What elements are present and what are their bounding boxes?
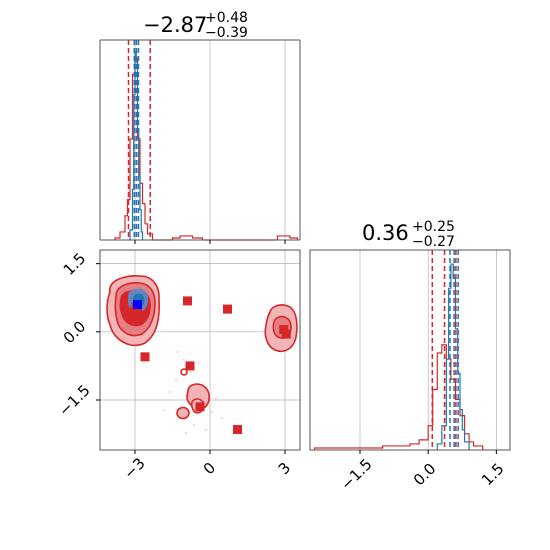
histogram-series	[129, 51, 144, 240]
marginal-x-title-sup: +0.48	[205, 10, 248, 26]
scatter-dot	[185, 394, 187, 396]
x-tick-label: 0.0	[410, 460, 440, 490]
marginal-y-title-sup: +0.25	[412, 219, 455, 235]
red-marker	[279, 325, 289, 335]
red-marker	[133, 304, 142, 314]
contour-small-blob-3	[176, 406, 190, 420]
y-tick-label: 1.5	[60, 249, 90, 279]
red-marker	[223, 304, 232, 314]
joint-points	[130, 296, 291, 435]
scatter-dot	[169, 391, 171, 393]
y-tick-label: 0.0	[60, 317, 90, 347]
scatter-dot	[211, 411, 213, 413]
contour-small-blob-4	[180, 368, 188, 376]
marginal-y-ticks: −1.5 0.0 1.5	[337, 450, 508, 494]
histogram-series	[313, 344, 484, 450]
histogram-series	[114, 57, 299, 241]
y-tick-label: −1.5	[55, 381, 93, 419]
joint-panel: −3 0 3 1.5 0.0 −1.5	[55, 249, 301, 483]
red-marker	[183, 296, 192, 306]
scatter-dot	[163, 409, 165, 411]
marginal-x-ticks	[134, 240, 286, 244]
red-marker	[185, 361, 195, 371]
scatter-dot	[193, 424, 195, 426]
scatter-dot	[215, 397, 217, 399]
scatter-dot	[189, 371, 191, 373]
red-marker	[233, 425, 242, 435]
joint-ticks: −3 0 3 1.5 0.0 −1.5	[55, 249, 294, 482]
red-marker	[140, 352, 150, 362]
marginal-x-frame	[99, 39, 301, 241]
x-tick-label: 0	[200, 459, 219, 478]
marginal-x-title-sub: −0.39	[205, 25, 248, 41]
blue-marker	[133, 300, 142, 310]
marginal-x-histograms	[114, 51, 299, 241]
marginal-y-frame	[309, 249, 511, 451]
x-tick-label: 1.5	[478, 460, 508, 490]
joint-frame	[99, 249, 301, 451]
marginal-x-quantile-lines	[127, 40, 151, 240]
marginal-x-panel: −2.87 +0.48 −0.39	[99, 10, 301, 244]
scatter-dot	[183, 359, 185, 361]
x-tick-label: 3	[275, 459, 294, 478]
marginal-y-title: 0.36	[362, 221, 409, 245]
scatter-dot	[185, 432, 187, 434]
marginal-y-title-sub: −0.27	[412, 234, 455, 250]
marginal-x-title: −2.87	[143, 13, 207, 37]
marginal-y-panel: −1.5 0.0 1.5 0.36 +0.25 −0.27	[309, 219, 511, 494]
x-tick-label: −1.5	[337, 455, 375, 493]
scatter-dot	[177, 351, 179, 353]
marginal-x-grid	[134, 40, 286, 240]
scatter-dot	[221, 417, 223, 419]
marginal-y-quantile-lines	[431, 250, 459, 450]
x-tick-label: −3	[120, 454, 148, 482]
red-marker	[281, 329, 291, 339]
scatter-dot	[197, 362, 199, 364]
scatter-dot	[175, 379, 177, 381]
marginal-y-grid	[359, 250, 497, 450]
scatter-dot	[205, 429, 207, 431]
joint-scatter-dots	[163, 351, 223, 434]
red-marker	[195, 402, 205, 412]
